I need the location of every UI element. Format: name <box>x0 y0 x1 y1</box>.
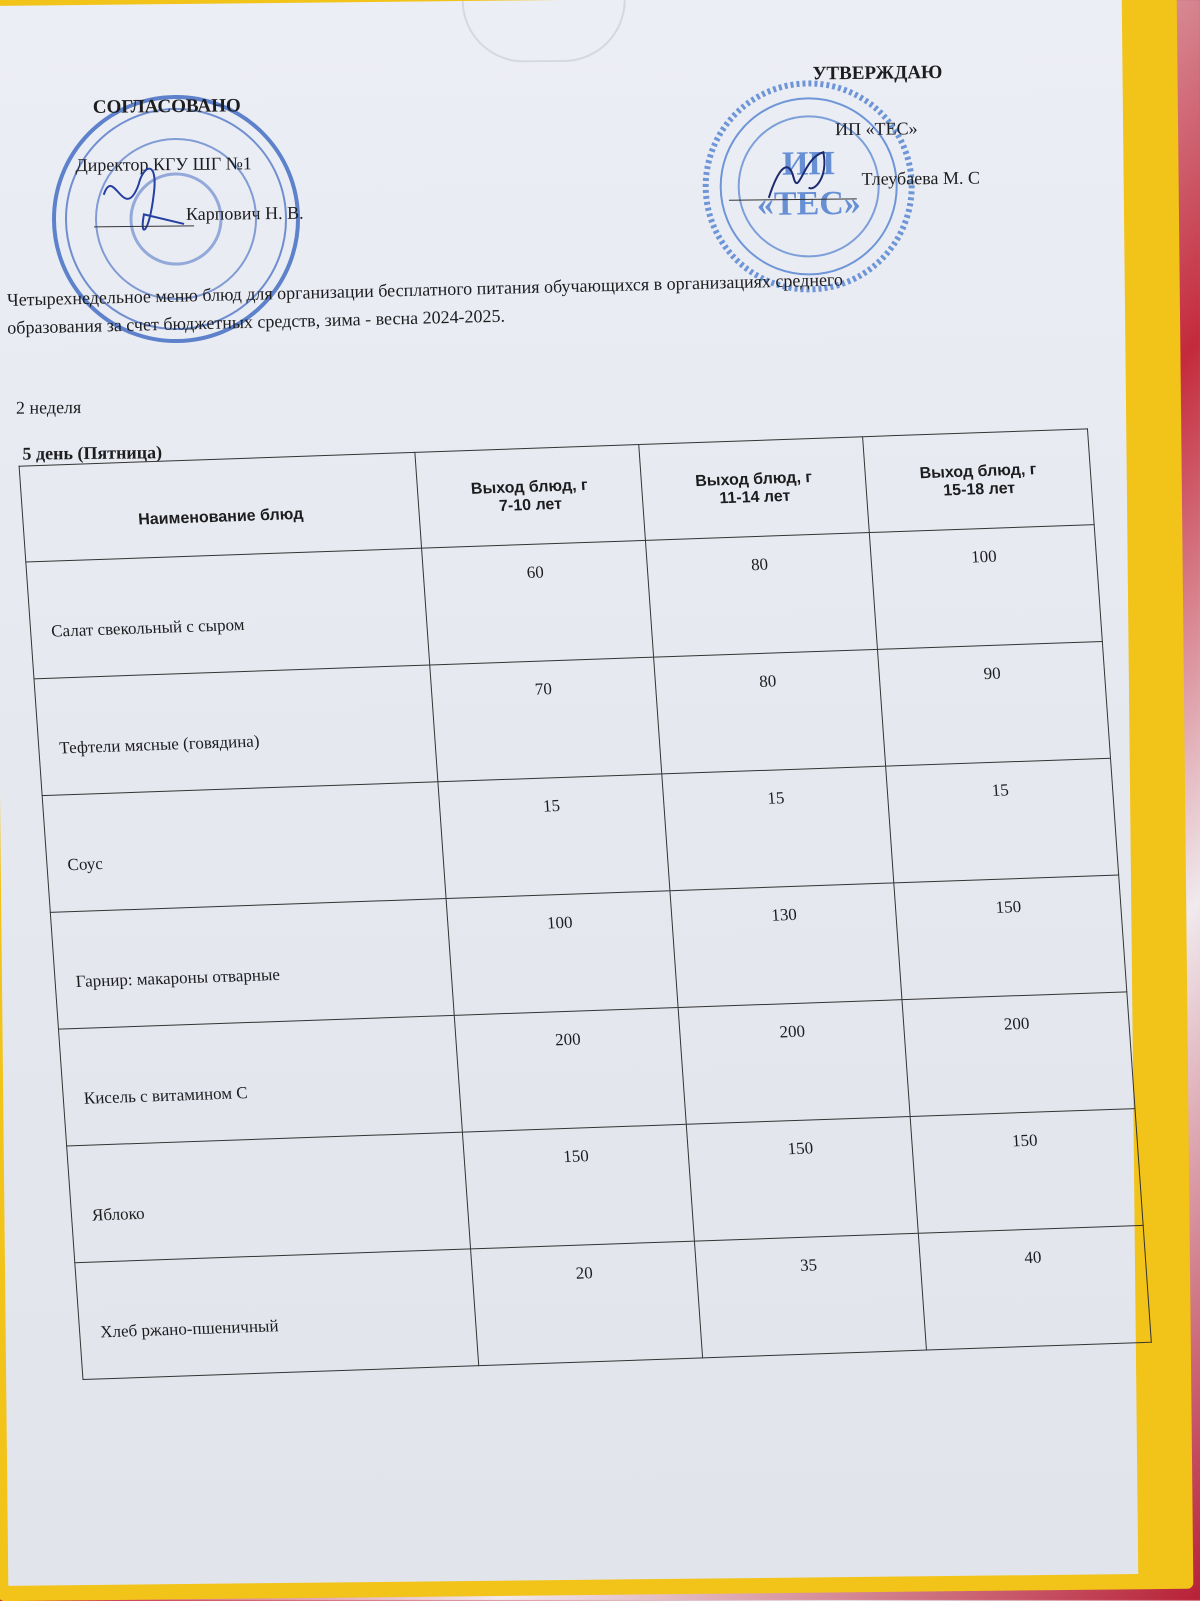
yield-15-18-cell: 90 <box>877 641 1111 767</box>
dish-name-cell: Тефтели мясные (говядина) <box>33 664 438 796</box>
approval-right-name: Тлеубаева М. С <box>861 167 981 189</box>
yield-7-10-cell: 20 <box>470 1241 703 1366</box>
yield-11-14-cell: 80 <box>645 532 878 658</box>
yield-11-14-cell: 35 <box>694 1233 927 1358</box>
signature-left-icon <box>94 167 195 231</box>
holder-notch <box>461 0 627 64</box>
dish-name-cell: Хлеб ржано-пшеничный <box>74 1248 479 1380</box>
yield-7-10-cell: 100 <box>445 890 679 1016</box>
approval-right-organization: ИП «ТЕС» <box>834 118 918 140</box>
yield-15-18-cell: 150 <box>894 875 1127 1000</box>
header-dish-name: Наименование блюд <box>19 452 422 563</box>
approval-left-name: Карпович Н. В. <box>185 202 304 224</box>
yield-7-10-cell: 70 <box>429 657 662 782</box>
approval-right-heading: УТВЕРЖДАЮ <box>812 62 943 85</box>
header-age-11-14: Выход блюд, г 11-14 лет <box>638 436 870 541</box>
dish-name-cell: Кисель с витамином С <box>58 1015 462 1146</box>
signature-right-icon <box>728 151 857 201</box>
approval-left-heading: СОГЛАСОВАНО <box>92 95 241 118</box>
yield-7-10-cell: 150 <box>461 1124 695 1249</box>
yield-15-18-cell: 40 <box>918 1225 1152 1351</box>
yield-7-10-cell: 60 <box>421 540 654 665</box>
yield-15-18-cell: 200 <box>902 991 1135 1117</box>
school-stamp-icon <box>51 95 300 344</box>
yield-11-14-cell: 150 <box>686 1116 919 1242</box>
yield-11-14-cell: 200 <box>678 999 911 1125</box>
yield-11-14-cell: 15 <box>661 766 895 891</box>
yield-15-18-cell: 15 <box>886 758 1119 883</box>
yield-11-14-cell: 80 <box>653 649 887 774</box>
document-page: ИП «ТЕС» СОГЛАСОВАНО Директор КГУ ШГ №1 … <box>0 0 1152 1586</box>
yield-7-10-cell: 15 <box>437 773 670 899</box>
header-age-7-10: Выход блюд, г 7-10 лет <box>414 444 646 549</box>
yield-11-14-cell: 130 <box>669 882 903 1008</box>
dish-name-cell: Яблоко <box>66 1132 471 1263</box>
week-label: 2 неделя <box>15 397 82 418</box>
menu-table: Наименование блюд Выход блюд, г 7-10 лет … <box>19 428 1152 1380</box>
dish-name-cell: Салат свекольный с сыром <box>25 548 430 679</box>
yield-15-18-cell: 100 <box>869 524 1103 650</box>
dish-name-cell: Соус <box>42 781 446 913</box>
header-age-15-18: Выход блюд, г 15-18 лет <box>863 428 1095 533</box>
dish-name-cell: Гарнир: макароны отварные <box>50 898 454 1030</box>
svg-text:«ТЕС»: «ТЕС» <box>757 185 861 223</box>
yield-15-18-cell: 150 <box>910 1108 1144 1234</box>
yield-7-10-cell: 200 <box>453 1007 687 1133</box>
